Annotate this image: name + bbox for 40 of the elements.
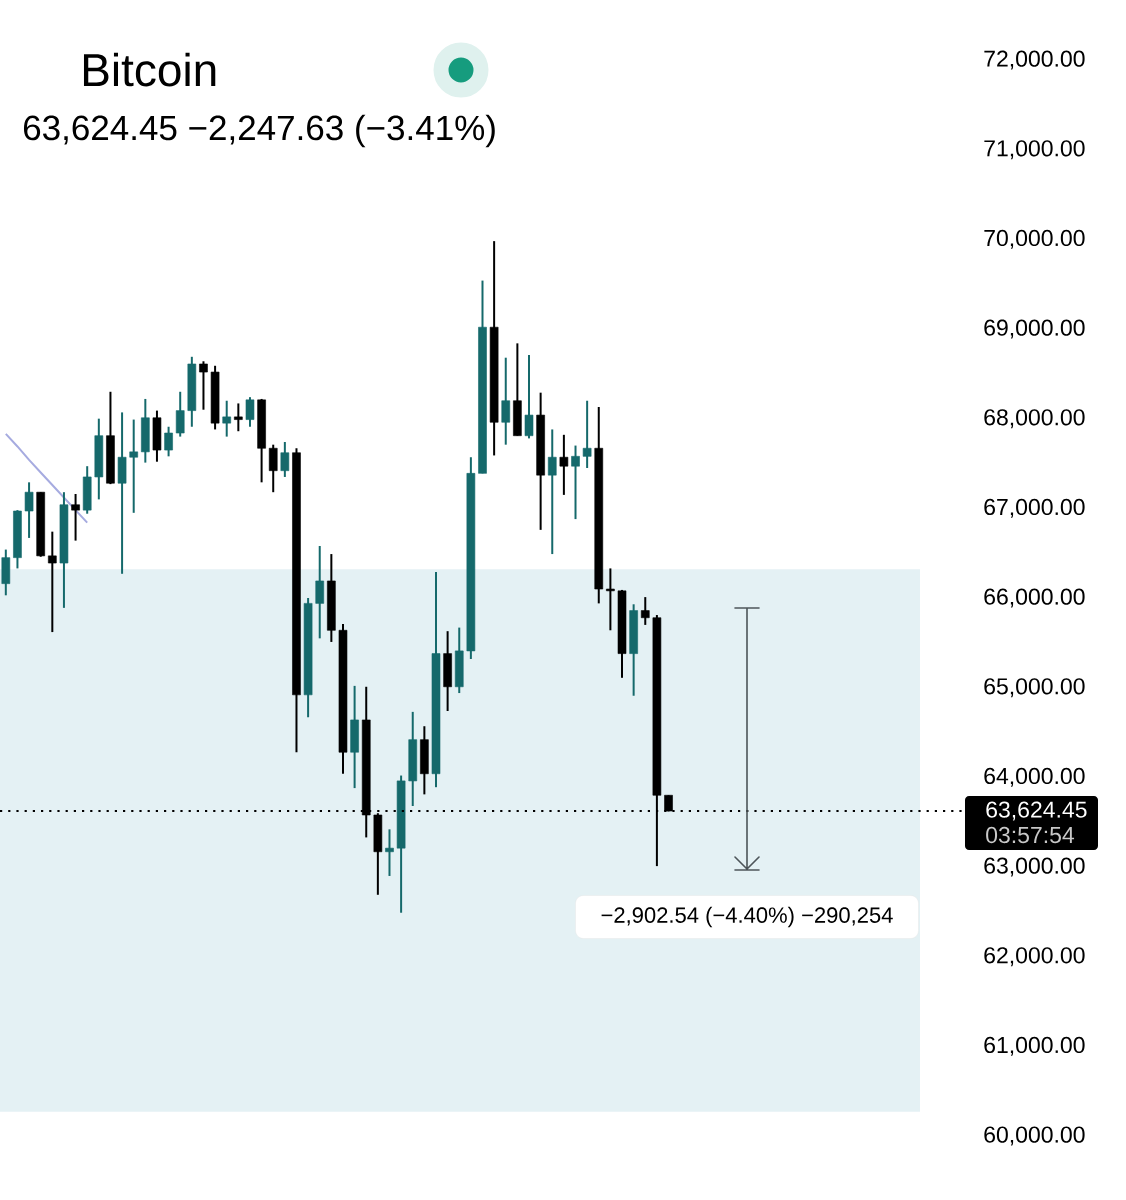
candlestick bbox=[234, 402, 243, 433]
candlestick bbox=[164, 425, 173, 458]
y-tick-label: 65,000.00 bbox=[984, 678, 1085, 698]
candlestick bbox=[24, 481, 34, 539]
candlestick bbox=[501, 356, 511, 446]
chart-title: Bitcoin bbox=[83, 52, 216, 87]
y-tick-label: 69,000.00 bbox=[984, 319, 1085, 339]
candlestick bbox=[315, 545, 325, 640]
candlestick bbox=[559, 433, 569, 496]
candlestick bbox=[280, 440, 290, 478]
y-tick-label: 61,000.00 bbox=[984, 1036, 1085, 1056]
candlestick bbox=[175, 390, 185, 438]
candlestick bbox=[222, 399, 232, 438]
y-tick-label: 62,000.00 bbox=[984, 947, 1085, 967]
candlestick bbox=[385, 828, 394, 877]
candlestick bbox=[48, 530, 57, 634]
candlestick bbox=[547, 428, 557, 556]
candlestick bbox=[129, 418, 138, 514]
y-tick-label: 63,000.00 bbox=[984, 857, 1085, 877]
y-tick-label: 67,000.00 bbox=[984, 498, 1085, 518]
candlestick bbox=[199, 360, 208, 411]
y-tick-label: 64,000.00 bbox=[984, 767, 1085, 787]
candlestick bbox=[268, 443, 278, 494]
candlestick bbox=[640, 596, 650, 626]
y-tick-label: 66,000.00 bbox=[984, 588, 1085, 608]
annotation: −2,902.54 (−4.40%) −290,254 bbox=[601, 906, 893, 928]
y-tick-label: 70,000.00 bbox=[984, 229, 1085, 249]
y-tick-label: 72,000.00 bbox=[984, 50, 1085, 70]
candlestick bbox=[245, 396, 255, 428]
candlestick bbox=[71, 492, 80, 542]
text: 03:57:54 bbox=[986, 826, 1075, 844]
y-tick-label: 71,000.00 bbox=[984, 140, 1085, 160]
y-tick-label: 68,000.00 bbox=[984, 409, 1085, 429]
text: 63,624.45 −2,247.63 (−3.41%) bbox=[23, 114, 495, 148]
candlestick bbox=[582, 399, 592, 469]
y-tick-label: 60,000.00 bbox=[984, 1126, 1085, 1146]
candlestick bbox=[571, 444, 580, 521]
candlestick bbox=[606, 567, 615, 632]
ref-line-label: 63,624.45 bbox=[986, 801, 1087, 821]
candlestick bbox=[524, 354, 534, 440]
